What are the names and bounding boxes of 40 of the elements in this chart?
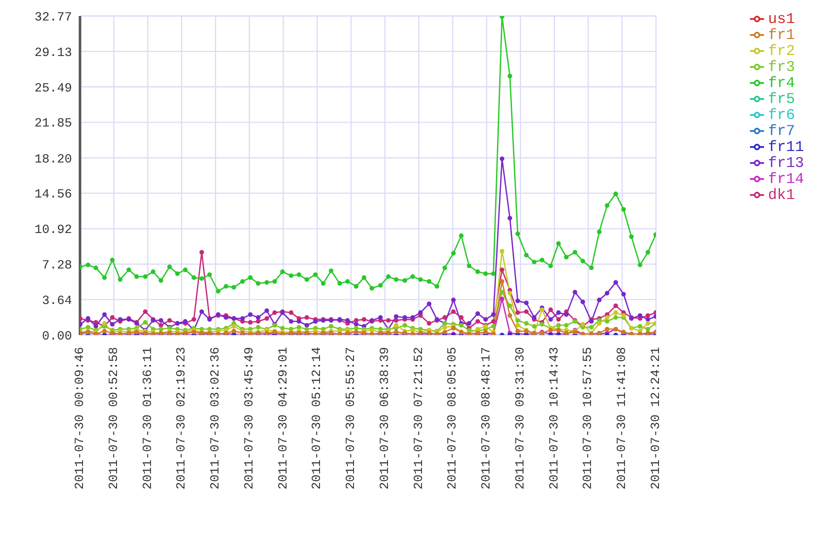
- x-tick-label: 2011-07-30 10:57:55: [581, 347, 596, 490]
- y-tick-label: 3.64: [42, 294, 72, 308]
- x-tick-label: 2011-07-30 05:55:27: [344, 347, 358, 490]
- y-tick-label: 21.85: [34, 116, 72, 131]
- x-tick-label: 2011-07-30 10:14:43: [547, 347, 562, 490]
- x-tick-label: 2011-07-30 08:48:17: [480, 347, 494, 490]
- x-tick-label: 2011-07-30 12:24:21: [648, 347, 663, 490]
- x-tick-label: 2011-07-30 02:19:23: [174, 347, 189, 490]
- legend-label: fr13: [768, 155, 804, 172]
- y-tick-label: 0.00: [42, 329, 72, 344]
- legend-label: fr14: [768, 171, 804, 188]
- x-tick-label: 2011-07-30 07:21:52: [412, 347, 426, 490]
- legend-label: fr5: [768, 91, 796, 108]
- legend-label: fr1: [768, 27, 796, 44]
- legend-label: fr3: [768, 59, 796, 76]
- x-tick-label: 2011-07-30 03:02:36: [208, 347, 223, 490]
- y-tick-label: 32.77: [34, 10, 72, 24]
- x-tick-label: 2011-07-30 04:29:01: [276, 347, 290, 490]
- y-tick-label: 7.28: [42, 258, 72, 273]
- legend-label: us1: [768, 11, 796, 28]
- legend-label: fr7: [768, 123, 796, 140]
- y-tick-label: 10.92: [34, 223, 72, 238]
- x-tick-label: 2011-07-30 01:36:11: [140, 347, 155, 490]
- y-tick-label: 14.56: [34, 188, 72, 202]
- legend-label: fr4: [768, 75, 796, 92]
- legend-label: fr2: [768, 43, 796, 60]
- y-tick-label: 25.49: [34, 81, 72, 96]
- x-tick-label: 2011-07-30 09:31:30: [513, 347, 528, 490]
- x-tick-label: 2011-07-30 08:05:05: [446, 347, 460, 490]
- legend-label: fr11: [768, 139, 804, 156]
- x-tick-label: 2011-07-30 00:09:46: [73, 347, 87, 490]
- x-tick-label: 2011-07-30 00:52:58: [106, 347, 121, 490]
- y-tick-label: 29.13: [34, 46, 72, 60]
- x-tick-label: 2011-07-30 11:41:08: [615, 347, 630, 490]
- x-tick-label: 2011-07-30 03:45:49: [242, 347, 256, 490]
- x-tick-label: 2011-07-30 05:12:14: [310, 347, 324, 490]
- legend-label: dk1: [768, 187, 796, 204]
- y-tick-label: 18.20: [34, 152, 72, 166]
- legend-label: fr6: [768, 107, 796, 124]
- x-tick-label: 2011-07-30 06:38:39: [378, 347, 392, 490]
